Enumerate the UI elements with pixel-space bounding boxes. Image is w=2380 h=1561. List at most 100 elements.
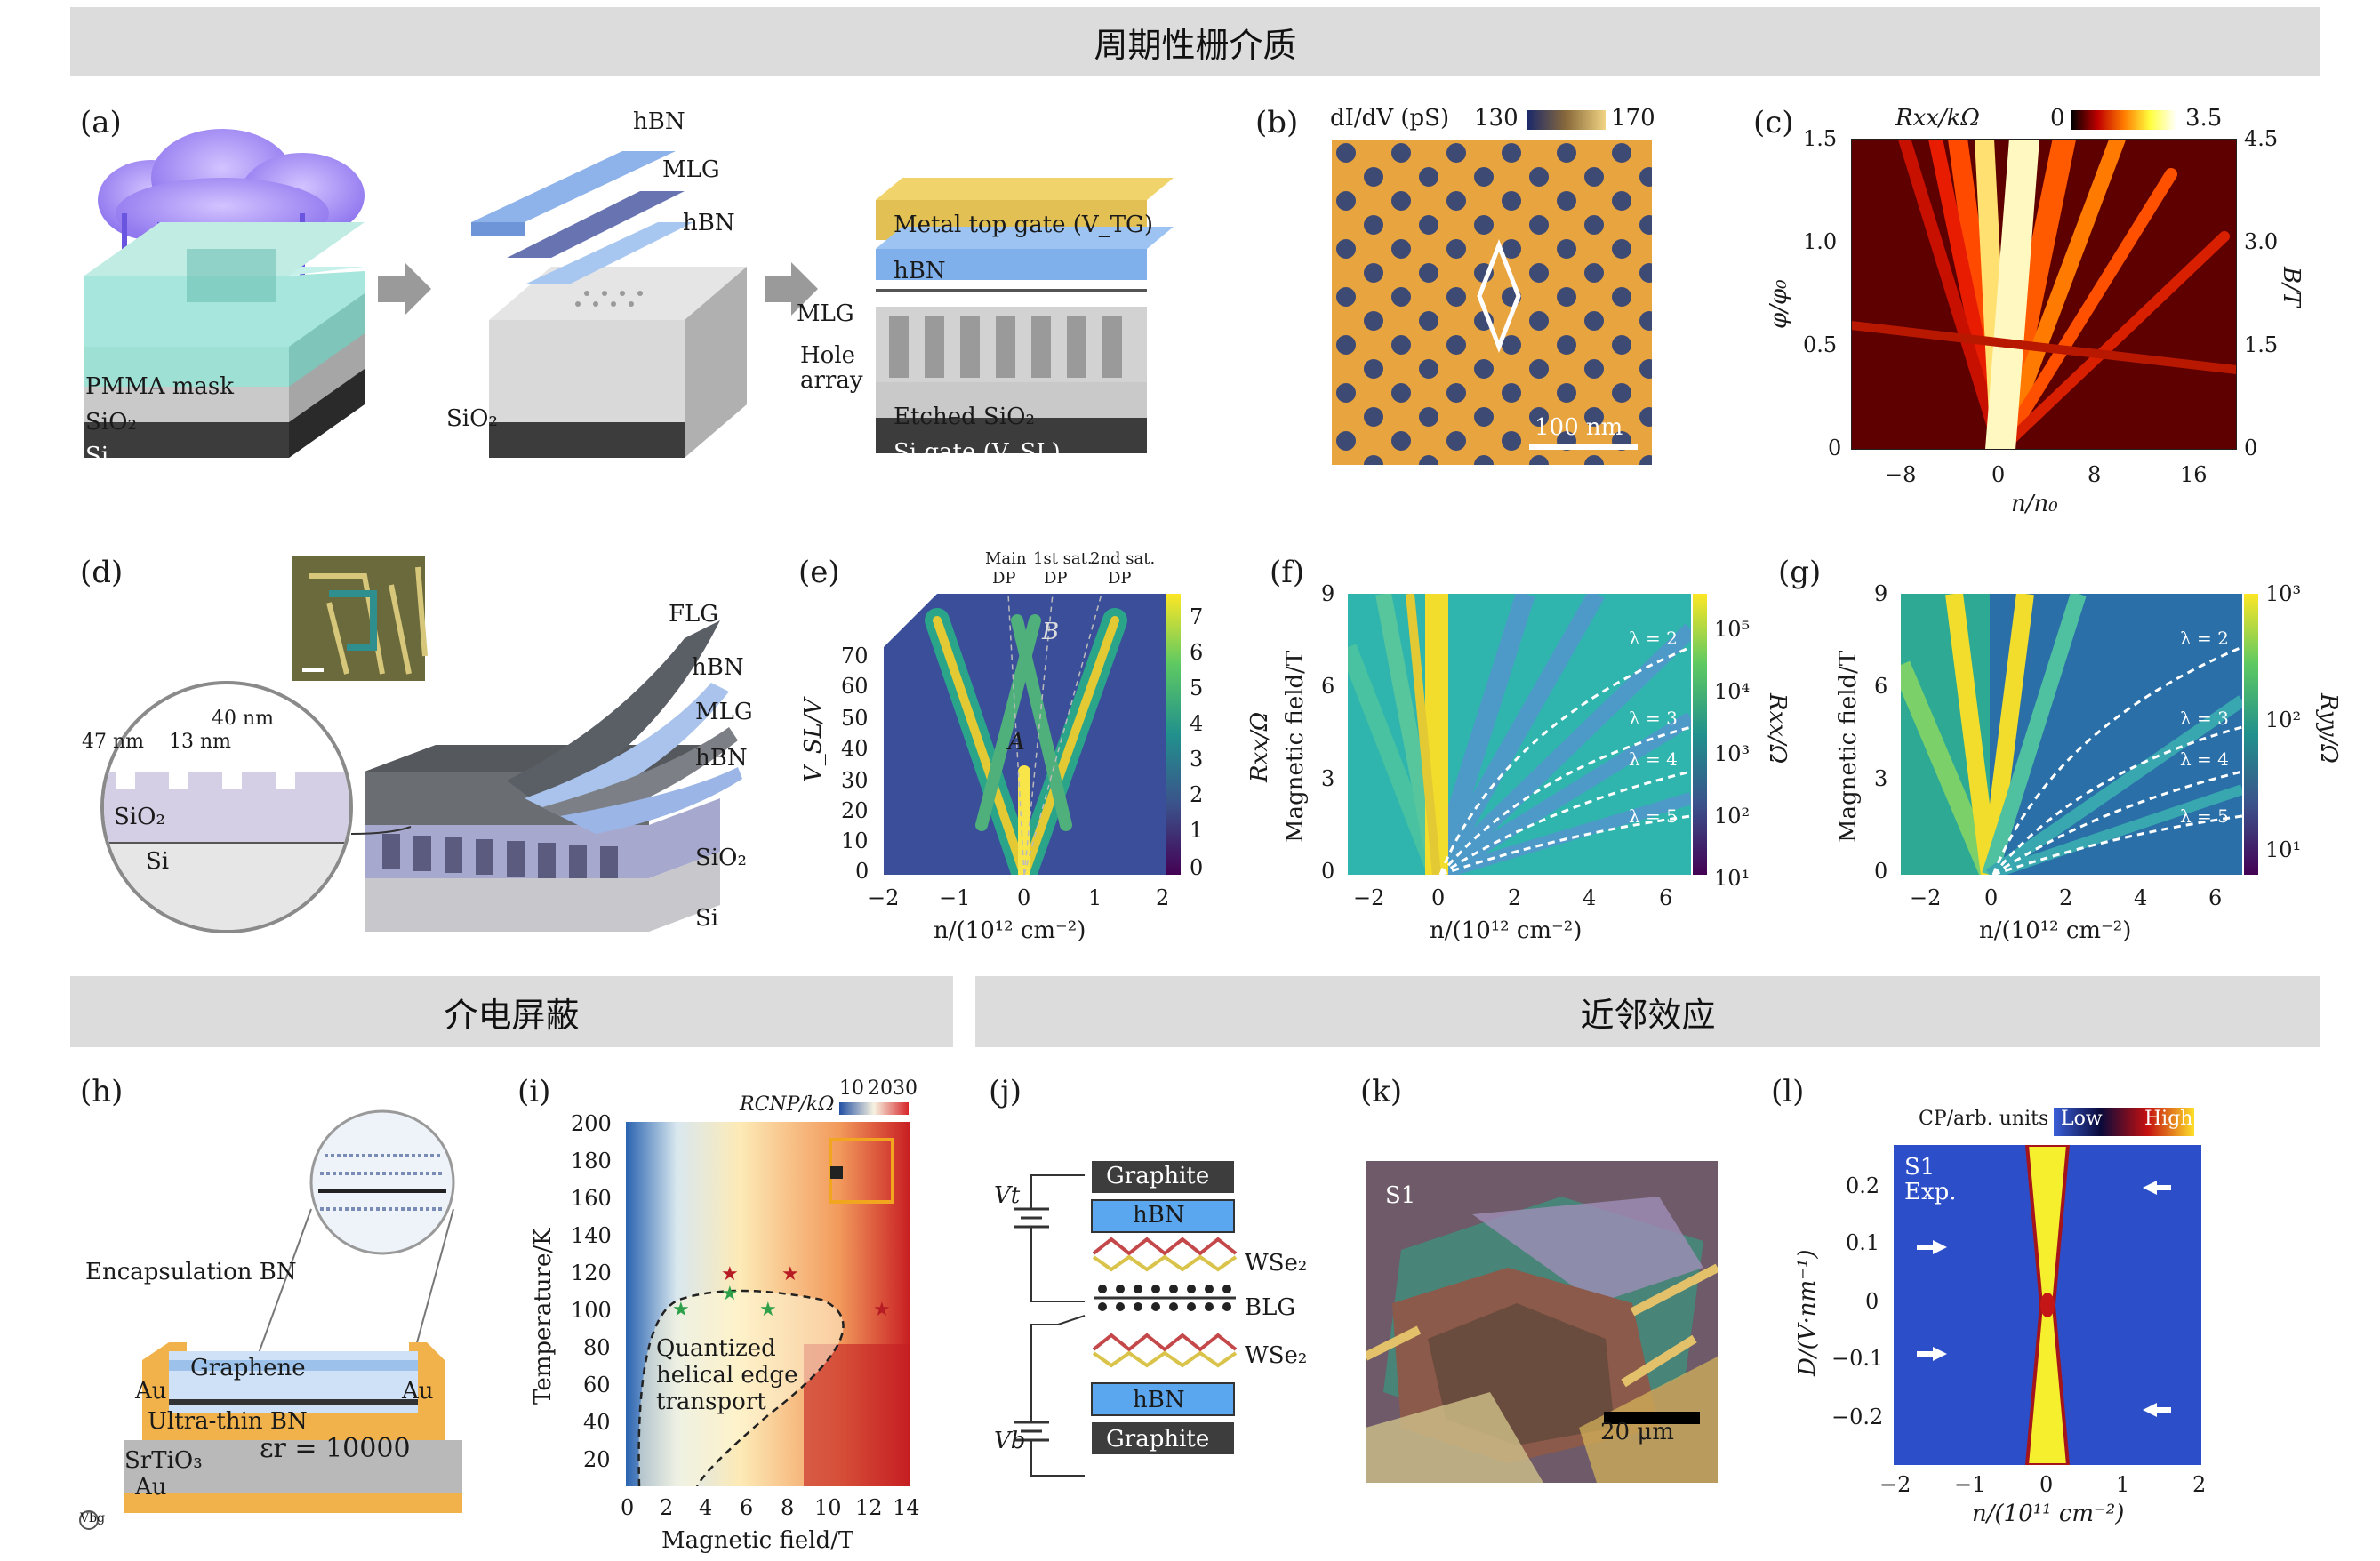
j-wse2-bottom: WSe₂: [1245, 1342, 1308, 1369]
c-cbar-label: Rxx/kΩ: [1895, 105, 1980, 132]
i-cbar-20: 20: [868, 1077, 893, 1100]
banner-proximity-effect: 近邻效应: [975, 976, 2320, 1047]
e-annot-b: B: [1042, 619, 1060, 645]
e-cbar-3: 3: [1190, 747, 1204, 772]
g-colorbar: [2244, 594, 2258, 875]
j-graphite-top: Graphite: [1106, 1163, 1210, 1189]
e-ytick-10: 10: [841, 829, 869, 853]
c-colorbar: [2071, 110, 2176, 130]
g-lambda-5: λ = 5: [2180, 805, 2229, 827]
f-ytick-6: 6: [1321, 674, 1335, 699]
l-xlabel: n/(10¹¹ cm⁻²): [1972, 1501, 2125, 1527]
e-ytick-30: 30: [841, 768, 869, 793]
e-ylabel: V_SL/V: [800, 698, 827, 782]
i-ytick-180: 180: [571, 1149, 612, 1173]
f-colorbar: [1693, 594, 1707, 875]
i-ytick-20: 20: [583, 1447, 611, 1472]
i-ytick-60: 60: [583, 1373, 611, 1397]
a-pmma-label: PMMA mask: [85, 373, 235, 400]
b-scale-label: 100 nm: [1535, 414, 1623, 441]
c-y2label: B/T: [2278, 267, 2304, 308]
i-cbar-30: 30: [893, 1077, 918, 1100]
h-graphene-label: Graphene: [190, 1355, 306, 1381]
g-cbar-label: Ryy/Ω: [2315, 693, 2342, 764]
i-xlabel: Magnetic field/T: [661, 1527, 854, 1554]
h-au-label-right: Au: [402, 1378, 434, 1405]
i-xtick-4: 4: [699, 1495, 713, 1520]
b-colorbar: [1527, 110, 1606, 130]
g-cbar-1e3: 10³: [2265, 581, 2302, 606]
g-lambda-4: λ = 4: [2180, 748, 2229, 770]
i-ytick-100: 100: [571, 1298, 612, 1323]
e-cbar-5: 5: [1190, 676, 1204, 700]
a-hbn-label-3: hBN: [894, 258, 946, 284]
a-si-label-2: Si: [446, 441, 470, 468]
j-stack-schematic: [1014, 1161, 1238, 1477]
f-ytick-3: 3: [1321, 766, 1335, 791]
panel-a-fabrication-schematic: [84, 129, 1174, 458]
k-sample-label: S1: [1385, 1182, 1416, 1209]
f-xtick-6: 6: [1659, 885, 1673, 910]
panel-label-k: (k): [1360, 1074, 1403, 1109]
i-ylabel: Temperature/K: [530, 1228, 557, 1405]
d-flg-label: FLG: [669, 601, 719, 628]
c-cbar-max: 3.5: [2185, 105, 2223, 132]
l-xtick-2: 2: [2192, 1472, 2207, 1497]
j-wse2-top: WSe₂: [1245, 1250, 1308, 1277]
a-sio2-label-1: SiO₂: [85, 409, 137, 436]
e-dp-label-1: DP: [992, 569, 1016, 588]
i-annot: Quantized helical edge transport: [656, 1335, 798, 1415]
c-xtick-m8: −8: [1885, 462, 1917, 487]
f-ytick-9: 9: [1321, 581, 1335, 606]
f-heatmap: [1348, 594, 1691, 875]
e-ytick-70: 70: [841, 644, 869, 668]
e-xtick-1: 1: [1088, 885, 1102, 910]
l-colorbar: [2054, 1108, 2194, 1136]
h-au-label-left: Au: [135, 1378, 167, 1405]
g-xlabel: n/(10¹² cm⁻²): [1979, 917, 2132, 944]
a-sio2-label-2: SiO₂: [446, 405, 498, 432]
i-xtick-2: 2: [660, 1495, 674, 1520]
c-y2tick-1.5: 1.5: [2244, 332, 2279, 357]
banner-periodic-gate: 周期性栅介质: [70, 7, 2320, 76]
d-si-label: Si: [695, 905, 719, 932]
g-ytick-6: 6: [1874, 674, 1888, 699]
e-cbar-4: 4: [1190, 711, 1204, 736]
a-mlg-label-3: MLG: [797, 300, 854, 327]
c-xtick-16: 16: [2180, 462, 2208, 487]
i-ytick-120: 120: [571, 1261, 612, 1285]
e-dp-label-2: DP: [1044, 569, 1068, 588]
svg-text:★: ★: [873, 1299, 891, 1321]
l-ytick-m0.1: −0.1: [1831, 1346, 1884, 1371]
l-sample-label: S1: [1904, 1154, 1935, 1181]
j-hbn-bottom: hBN: [1133, 1387, 1185, 1413]
d-hbn-label-2: hBN: [695, 745, 748, 772]
i-ytick-80: 80: [583, 1335, 611, 1360]
l-cbar-low: Low: [2061, 1108, 2103, 1130]
panel-label-c: (c): [1753, 105, 1794, 140]
c-xlabel: n/n₀: [2011, 491, 2058, 517]
panel-label-l: (l): [1771, 1074, 1805, 1109]
k-optical-image: [1366, 1161, 1718, 1483]
e-ytick-50: 50: [841, 706, 869, 731]
c-ytick-1.5: 1.5: [1803, 126, 1838, 151]
i-cbar-label: RCNP/kΩ: [740, 1093, 835, 1116]
panel-label-i: (i): [517, 1074, 551, 1109]
c-y2tick-3.0: 3.0: [2244, 229, 2279, 254]
banner-dielectric-screening: 介电屏蔽: [70, 976, 953, 1047]
e-ytick-20: 20: [841, 798, 869, 823]
d-inset-47nm: 47 nm: [82, 731, 145, 753]
e-annot-a: A: [1008, 729, 1025, 756]
i-xtick-0: 0: [621, 1495, 635, 1520]
c-ylabel: φ/φ₀: [1766, 279, 1792, 329]
l-cbar-high: High: [2144, 1108, 2193, 1130]
g-xtick-4: 4: [2134, 885, 2148, 910]
c-ytick-1.0: 1.0: [1803, 229, 1838, 254]
i-ytick-200: 200: [571, 1111, 612, 1136]
g-lambda-2: λ = 2: [2180, 628, 2229, 649]
f-cbar-label: Rxx/Ω: [1764, 693, 1791, 764]
f-ylabel-right: Rxx/Ω: [1246, 711, 1273, 782]
f-xtick-4: 4: [1583, 885, 1597, 910]
b-cbar-max: 170: [1611, 105, 1655, 132]
l-exp-label: Exp.: [1904, 1179, 1957, 1205]
